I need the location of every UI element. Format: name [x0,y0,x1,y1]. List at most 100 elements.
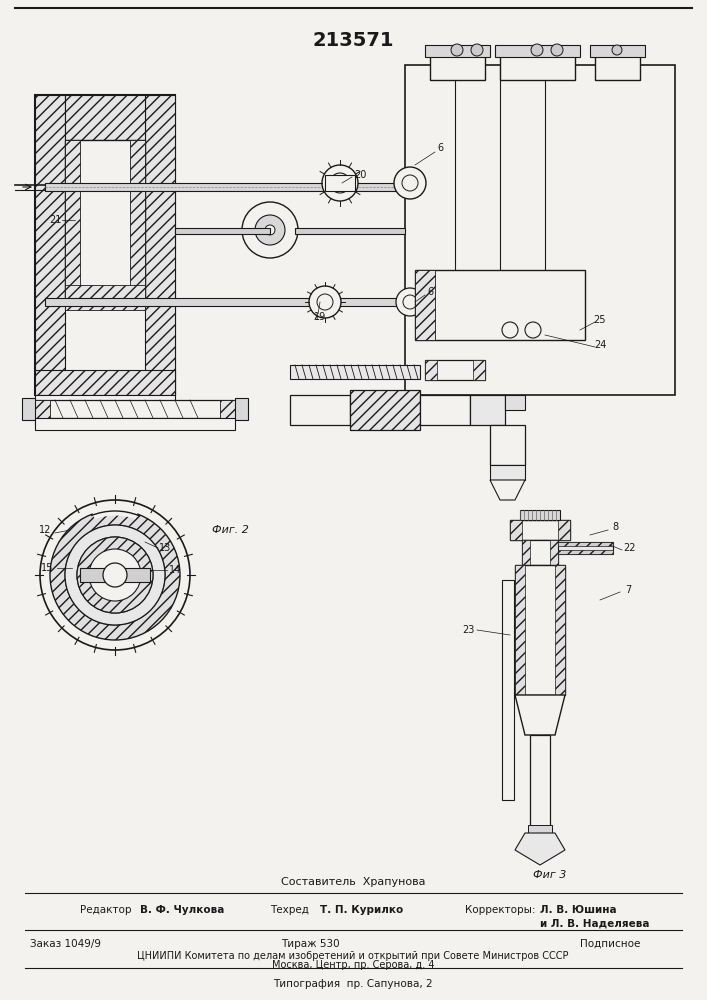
Circle shape [612,45,622,55]
Bar [35,395,175,425]
Text: Составитель  Храпунова: Составитель Храпунова [281,877,425,887]
Text: 8: 8 [612,522,618,532]
Bar [415,270,435,340]
Bar [65,140,145,300]
Bar [130,140,145,300]
Bar [45,298,425,306]
Bar [220,400,235,418]
Circle shape [394,167,426,199]
Text: 6: 6 [437,143,443,153]
Bar [520,510,560,520]
Bar [22,398,35,420]
Circle shape [309,286,341,318]
Circle shape [403,295,417,309]
Bar [35,95,175,395]
Polygon shape [515,833,565,865]
Circle shape [65,525,165,625]
Text: Редактор: Редактор [80,905,132,915]
Circle shape [40,500,190,650]
Circle shape [330,173,350,193]
Bar [595,55,640,80]
Polygon shape [515,695,565,735]
Bar [65,285,145,310]
Bar [420,395,470,425]
Bar [65,95,145,140]
Text: 24: 24 [594,340,606,350]
Text: Фиг. 2: Фиг. 2 [211,525,248,535]
Bar [473,360,485,380]
Bar [35,418,235,430]
Text: 20: 20 [354,170,366,180]
Bar [425,45,490,57]
Bar [558,542,613,546]
Circle shape [103,563,127,587]
Bar [490,465,525,480]
Text: 23: 23 [462,625,474,635]
Circle shape [551,44,563,56]
Bar [425,360,485,380]
Bar [590,45,645,57]
Circle shape [531,44,543,56]
Text: 21: 21 [49,215,62,225]
Bar [295,228,405,234]
Bar [515,565,525,695]
Text: Фиг 3: Фиг 3 [533,870,567,880]
Bar [490,425,525,465]
Circle shape [50,510,180,640]
Text: Корректоры:: Корректоры: [465,905,535,915]
Bar [35,400,235,418]
Text: 7: 7 [625,585,631,595]
Circle shape [402,175,418,191]
Bar [470,395,505,425]
Circle shape [451,44,463,56]
Circle shape [396,288,424,316]
Bar [290,395,350,425]
Bar [555,565,565,695]
Text: В. Ф. Чулкова: В. Ф. Чулкова [140,905,224,915]
Bar [235,398,248,420]
Circle shape [317,294,333,310]
Bar [502,580,514,800]
Text: Подписное: Подписное [580,939,640,949]
Circle shape [502,322,518,338]
Text: ЦНИИПИ Комитета по делам изобретений и открытий при Совете Министров СССР: ЦНИИПИ Комитета по делам изобретений и о… [137,951,568,961]
Text: Л. В. Юшина: Л. В. Юшина [540,905,617,915]
Circle shape [65,525,165,625]
Bar [530,735,550,835]
Bar [550,540,558,565]
Bar [80,568,150,582]
Circle shape [77,537,153,613]
Bar [405,65,675,395]
Bar [528,825,552,833]
Text: 213571: 213571 [312,30,394,49]
Circle shape [77,537,153,613]
Text: Техред: Техред [270,905,309,915]
Bar [430,55,485,80]
Bar [495,45,580,57]
Bar [510,520,522,540]
Circle shape [471,44,483,56]
Bar [350,390,420,430]
Bar [35,370,175,395]
Text: 22: 22 [624,543,636,553]
Text: Т. П. Курилко: Т. П. Курилко [320,905,403,915]
Text: Типография  пр. Сапунова, 2: Типография пр. Сапунова, 2 [273,979,433,989]
Bar [515,565,565,695]
Circle shape [255,215,285,245]
Bar [505,395,525,410]
Bar [558,550,613,554]
Bar [65,140,80,300]
Bar [522,540,558,565]
Text: Заказ 1049/9: Заказ 1049/9 [30,939,101,949]
Bar [145,95,175,395]
Text: 19: 19 [314,312,326,322]
Bar [45,183,410,191]
Bar [500,55,575,80]
Circle shape [89,549,141,601]
Text: Тираж 530: Тираж 530 [281,939,339,949]
Text: 14: 14 [169,565,181,575]
Polygon shape [490,480,525,500]
Text: 13: 13 [159,543,171,553]
Bar [558,542,613,554]
Bar [558,520,570,540]
